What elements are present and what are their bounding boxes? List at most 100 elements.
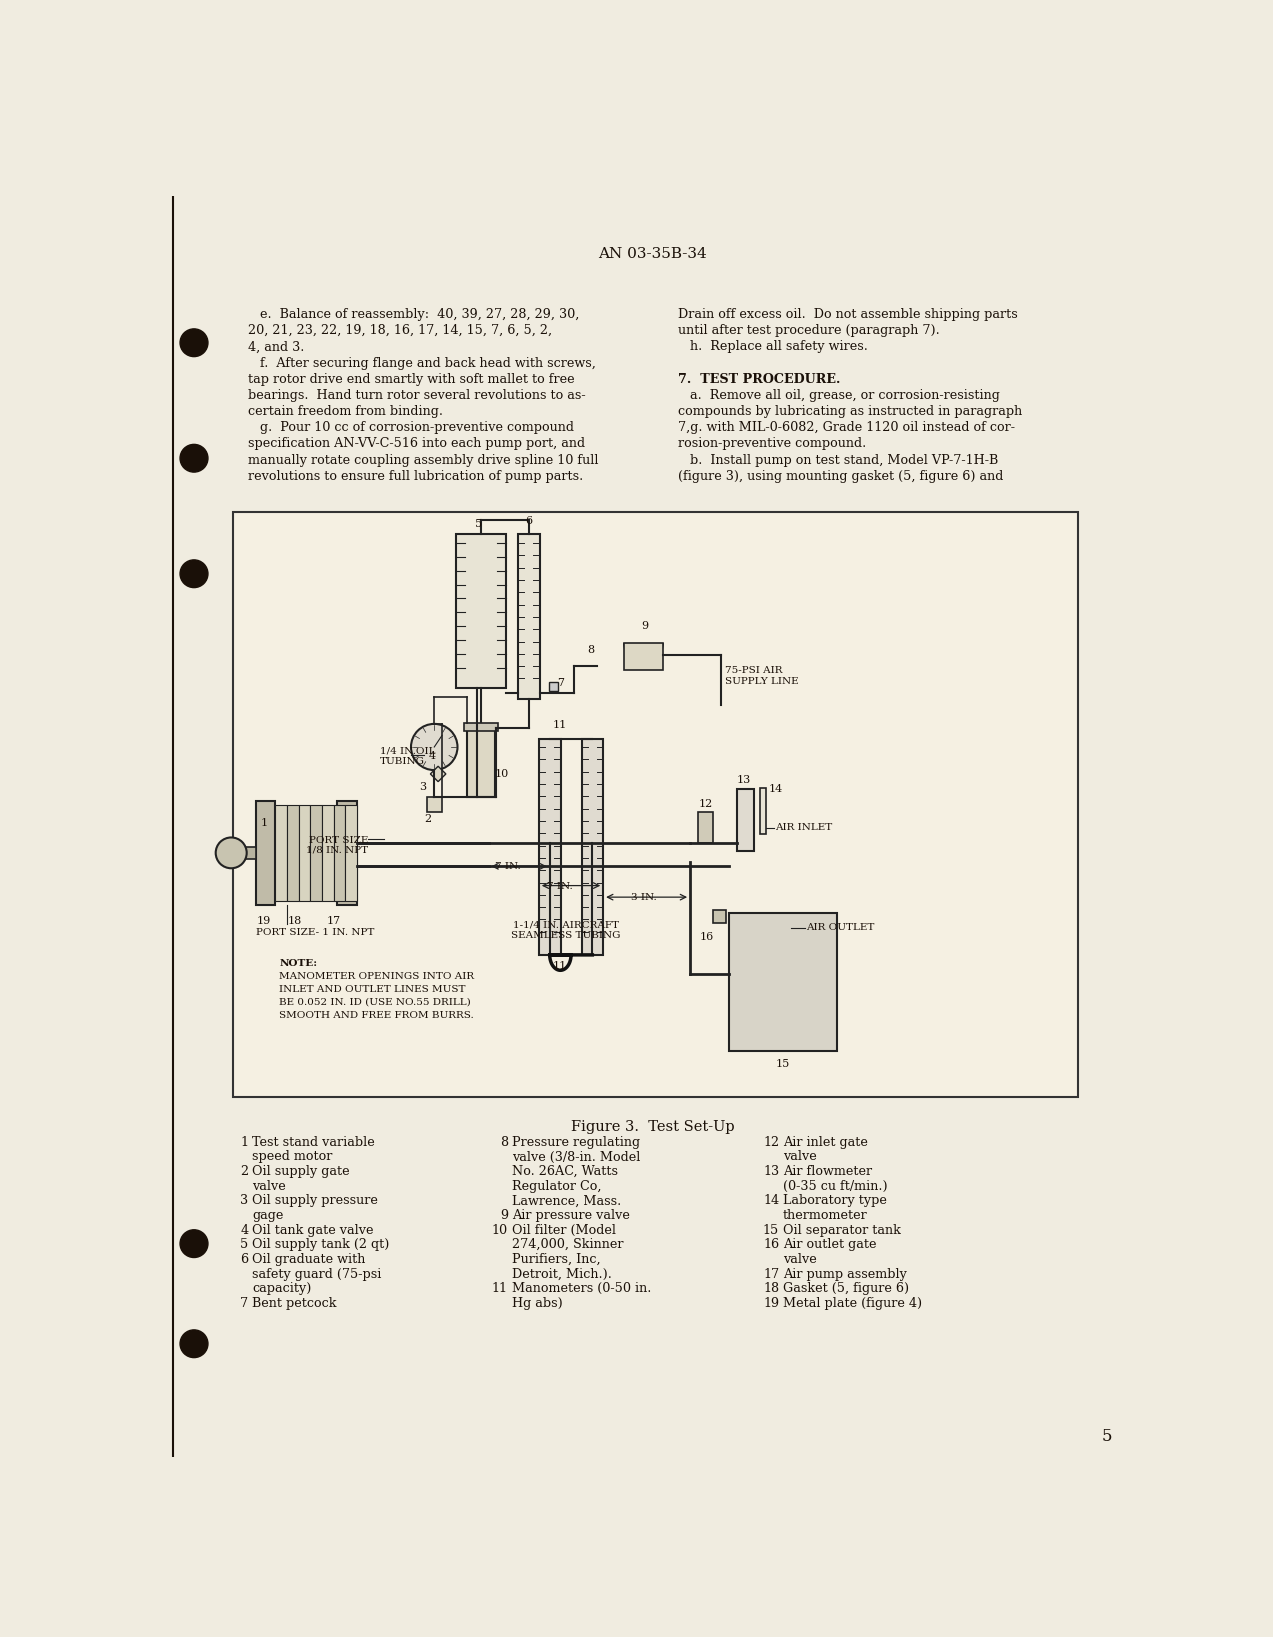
Bar <box>728 912 838 1051</box>
Bar <box>760 787 766 833</box>
Text: f.  After securing flange and back head with screws,: f. After securing flange and back head w… <box>248 357 596 370</box>
Text: AIR OUTLET: AIR OUTLET <box>806 923 875 933</box>
Text: 1-1/4 IN. AIRCRAFT
SEAMLESS TUBING: 1-1/4 IN. AIRCRAFT SEAMLESS TUBING <box>512 920 621 940</box>
Text: Oil separator tank: Oil separator tank <box>783 1223 901 1236</box>
Text: 5: 5 <box>475 519 482 529</box>
Text: 8: 8 <box>500 1136 508 1149</box>
Bar <box>275 805 286 900</box>
Text: 11: 11 <box>491 1282 508 1295</box>
Bar <box>549 681 559 691</box>
Text: specification AN-VV-C-516 into each pump port, and: specification AN-VV-C-516 into each pump… <box>248 437 586 450</box>
Text: (figure 3), using mounting gasket (5, figure 6) and: (figure 3), using mounting gasket (5, fi… <box>679 470 1003 483</box>
Bar <box>286 805 299 900</box>
Text: Drain off excess oil.  Do not assemble shipping parts: Drain off excess oil. Do not assemble sh… <box>679 308 1018 321</box>
Text: valve (3/8-in. Model: valve (3/8-in. Model <box>512 1151 640 1164</box>
Text: Oil filter (Model: Oil filter (Model <box>512 1223 616 1236</box>
Text: 1: 1 <box>241 1136 248 1149</box>
Bar <box>256 800 275 905</box>
Text: Oil supply gate: Oil supply gate <box>252 1166 350 1179</box>
Text: 3 IN.: 3 IN. <box>630 894 657 902</box>
Bar <box>713 910 726 923</box>
Text: 10: 10 <box>491 1223 508 1236</box>
Text: valve: valve <box>783 1252 817 1265</box>
Text: Detroit, Mich.).: Detroit, Mich.). <box>512 1267 611 1280</box>
Text: 7,g. with MIL-0-6082, Grade 1120 oil instead of cor-: 7,g. with MIL-0-6082, Grade 1120 oil ins… <box>679 421 1016 434</box>
Bar <box>582 740 603 954</box>
Circle shape <box>179 560 207 588</box>
Text: gage: gage <box>252 1210 284 1221</box>
Text: Oil supply pressure: Oil supply pressure <box>252 1195 378 1208</box>
Text: until after test procedure (paragraph 7).: until after test procedure (paragraph 7)… <box>679 324 941 337</box>
Text: 6: 6 <box>526 516 532 525</box>
Text: 17: 17 <box>763 1267 779 1280</box>
Text: NOTE:: NOTE: <box>279 959 317 967</box>
Bar <box>345 805 356 900</box>
Bar <box>538 740 560 954</box>
Text: INLET AND OUTLET LINES MUST: INLET AND OUTLET LINES MUST <box>279 985 466 994</box>
Text: e.  Balance of reassembly:  40, 39, 27, 28, 29, 30,: e. Balance of reassembly: 40, 39, 27, 28… <box>248 308 579 321</box>
Text: Figure 3.  Test Set-Up: Figure 3. Test Set-Up <box>570 1120 735 1134</box>
Text: 7 IN.: 7 IN. <box>547 882 573 891</box>
Text: MANOMETER OPENINGS INTO AIR: MANOMETER OPENINGS INTO AIR <box>279 972 475 981</box>
Text: manually rotate coupling assembly drive spline 10 full: manually rotate coupling assembly drive … <box>248 453 598 467</box>
Circle shape <box>179 1229 207 1257</box>
Text: Test stand variable: Test stand variable <box>252 1136 374 1149</box>
Text: tap rotor drive end smartly with soft mallet to free: tap rotor drive end smartly with soft ma… <box>248 373 575 386</box>
Text: PORT SIZE- 1 IN. NPT: PORT SIZE- 1 IN. NPT <box>256 928 374 936</box>
Text: 4, and 3.: 4, and 3. <box>248 340 304 354</box>
Circle shape <box>179 329 207 357</box>
Text: Oil graduate with: Oil graduate with <box>252 1252 365 1265</box>
Bar <box>233 846 256 859</box>
Text: 13: 13 <box>737 776 751 786</box>
Bar <box>456 534 507 688</box>
Text: 18: 18 <box>288 917 302 927</box>
Circle shape <box>179 1329 207 1357</box>
Text: 7: 7 <box>241 1297 248 1310</box>
Text: rosion-preventive compound.: rosion-preventive compound. <box>679 437 867 450</box>
Text: thermometer: thermometer <box>783 1210 868 1221</box>
Text: Laboratory type: Laboratory type <box>783 1195 887 1208</box>
Text: 11: 11 <box>552 720 566 730</box>
Bar <box>737 789 754 851</box>
Text: Air flowmeter: Air flowmeter <box>783 1166 872 1179</box>
Text: Manometers (0-50 in.: Manometers (0-50 in. <box>512 1282 651 1295</box>
Text: 8: 8 <box>587 645 594 655</box>
Bar <box>698 812 713 843</box>
Text: 7: 7 <box>556 678 564 688</box>
Text: 5: 5 <box>241 1238 248 1251</box>
Text: 19: 19 <box>763 1297 779 1310</box>
Text: 15: 15 <box>763 1223 779 1236</box>
Circle shape <box>215 838 247 868</box>
Text: a.  Remove all oil, grease, or corrosion-resisting: a. Remove all oil, grease, or corrosion-… <box>679 390 1001 403</box>
Text: AN 03-35B-34: AN 03-35B-34 <box>598 247 707 262</box>
Text: speed motor: speed motor <box>252 1151 332 1164</box>
Text: Lawrence, Mass.: Lawrence, Mass. <box>512 1195 621 1208</box>
Text: certain freedom from binding.: certain freedom from binding. <box>248 404 443 417</box>
Text: 11: 11 <box>552 961 566 971</box>
Text: Purifiers, Inc,: Purifiers, Inc, <box>512 1252 601 1265</box>
Bar <box>518 534 540 699</box>
Text: 7 IN.: 7 IN. <box>495 863 521 871</box>
Text: 9: 9 <box>500 1210 508 1221</box>
Text: compounds by lubricating as instructed in paragraph: compounds by lubricating as instructed i… <box>679 404 1022 417</box>
Text: 7.  TEST PROCEDURE.: 7. TEST PROCEDURE. <box>679 373 840 386</box>
Text: 18: 18 <box>763 1282 779 1295</box>
Text: 13: 13 <box>763 1166 779 1179</box>
Text: Air pressure valve: Air pressure valve <box>512 1210 630 1221</box>
Text: Air outlet gate: Air outlet gate <box>783 1238 877 1251</box>
Bar <box>322 805 334 900</box>
Text: 4: 4 <box>241 1223 248 1236</box>
Text: valve: valve <box>252 1180 286 1193</box>
Text: 4: 4 <box>429 751 437 761</box>
Text: 20, 21, 23, 22, 19, 18, 16, 17, 14, 15, 7, 6, 5, 2,: 20, 21, 23, 22, 19, 18, 16, 17, 14, 15, … <box>248 324 552 337</box>
Bar <box>337 800 356 905</box>
Text: No. 26AC, Watts: No. 26AC, Watts <box>512 1166 617 1179</box>
Text: bearings.  Hand turn rotor several revolutions to as-: bearings. Hand turn rotor several revolu… <box>248 390 586 403</box>
Text: g.  Pour 10 cc of corrosion-preventive compound: g. Pour 10 cc of corrosion-preventive co… <box>248 421 574 434</box>
Text: 15: 15 <box>775 1059 791 1069</box>
Text: 274,000, Skinner: 274,000, Skinner <box>512 1238 624 1251</box>
Text: 16: 16 <box>700 931 714 941</box>
Bar <box>299 805 311 900</box>
Text: Pressure regulating: Pressure regulating <box>512 1136 640 1149</box>
Text: AIR INLET: AIR INLET <box>775 823 833 832</box>
